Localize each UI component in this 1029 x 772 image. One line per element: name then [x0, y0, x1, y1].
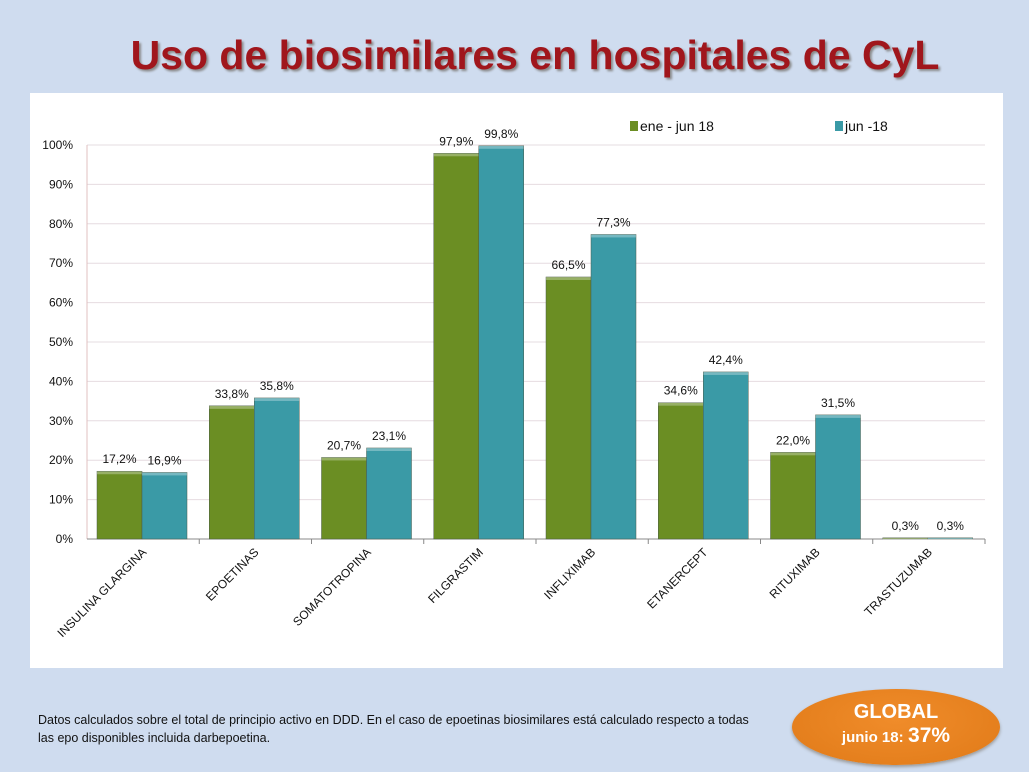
- legend-swatch: [835, 121, 843, 131]
- bar: [366, 447, 412, 540]
- bar: [141, 472, 188, 540]
- bar-highlight: [815, 414, 861, 418]
- data-label: 22,0%: [776, 433, 810, 447]
- y-tick-label: 0%: [56, 532, 74, 546]
- global-value: 37%: [908, 724, 951, 747]
- x-tick-label: FILGRASTIM: [425, 545, 486, 606]
- bar-highlight: [770, 452, 816, 456]
- bar-highlight: [591, 234, 636, 238]
- y-tick-label: 10%: [49, 493, 73, 507]
- data-label: 33,8%: [215, 387, 249, 401]
- y-tick-label: 100%: [42, 138, 73, 152]
- y-tick-label: 50%: [49, 335, 73, 349]
- bar: [254, 397, 300, 540]
- y-tick-label: 40%: [49, 374, 73, 388]
- bar-highlight: [209, 405, 255, 409]
- bar: [703, 371, 749, 540]
- bar-highlight: [658, 402, 704, 406]
- legend-swatch: [630, 121, 638, 131]
- x-tick-label: ETANERCEPT: [644, 545, 711, 612]
- data-label: 35,8%: [260, 379, 294, 393]
- bar-highlight: [927, 537, 973, 541]
- bar: [321, 457, 367, 540]
- y-tick-label: 20%: [49, 453, 73, 467]
- bar-highlight: [546, 276, 591, 280]
- bar-highlight: [321, 457, 367, 461]
- bar: [658, 402, 704, 540]
- bar-highlight: [433, 153, 479, 157]
- x-tick-label: TRASTUZUMAB: [861, 545, 935, 619]
- y-tick-label: 80%: [49, 217, 73, 231]
- data-label: 66,5%: [551, 258, 585, 272]
- bar-highlight: [882, 537, 928, 541]
- data-label: 17,2%: [102, 452, 136, 466]
- page-title: Uso de biosimilares en hospitales de CyL: [130, 32, 940, 78]
- y-tick-label: 90%: [49, 177, 73, 191]
- bar-highlight: [254, 397, 300, 401]
- bar-highlight: [97, 471, 142, 475]
- data-label: 77,3%: [596, 215, 630, 229]
- bar-chart: 0% 10% 20% 30% 40% 50% 60% 70% 80% 90% 100% INSULIN…: [42, 118, 986, 640]
- bar: [96, 470, 143, 540]
- data-label: 99,8%: [484, 127, 518, 141]
- bar: [478, 145, 524, 540]
- bar: [590, 234, 637, 540]
- global-period: junio 18:: [841, 729, 904, 746]
- bar: [770, 452, 816, 540]
- chart-area: 0% 10% 20% 30% 40% 50% 60% 70% 80% 90% 100% INSULIN…: [30, 93, 1003, 668]
- x-tick-label: RITUXIMAB: [767, 545, 823, 601]
- bar: [545, 276, 592, 540]
- y-tick-label: 70%: [49, 256, 73, 270]
- x-tick-label: SOMATOTROPINA: [290, 545, 374, 629]
- bar-highlight: [478, 145, 524, 149]
- x-tick-label: EPOETINAS: [203, 545, 261, 603]
- bar-highlight: [366, 447, 412, 451]
- data-label: 16,9%: [147, 453, 181, 467]
- bar: [927, 537, 973, 540]
- x-tick-label: INFLIXIMAB: [541, 545, 598, 602]
- data-label: 31,5%: [821, 396, 855, 410]
- data-label: 20,7%: [327, 438, 361, 452]
- y-tick-label: 60%: [49, 296, 73, 310]
- data-label: 42,4%: [709, 353, 743, 367]
- bar: [209, 405, 255, 540]
- bar: [433, 153, 479, 540]
- data-label: 97,9%: [439, 134, 473, 148]
- data-label: 23,1%: [372, 429, 406, 443]
- bar: [815, 414, 861, 540]
- bar-highlight: [703, 371, 749, 375]
- y-tick-label: 30%: [49, 414, 73, 428]
- data-label: 0,3%: [937, 519, 965, 533]
- legend-label: ene - jun 18: [640, 118, 714, 134]
- legend-label: jun -18: [844, 118, 888, 134]
- bar-highlight: [142, 472, 187, 476]
- data-label: 0,3%: [892, 519, 920, 533]
- global-badge: GLOBAL junio 18: 37%: [792, 689, 1000, 765]
- footnote: Datos calculados sobre el total de princ…: [38, 713, 749, 745]
- global-label: GLOBAL: [853, 701, 939, 723]
- x-tick-label: INSULINA GLARGINA: [54, 545, 149, 640]
- data-label: 34,6%: [664, 384, 698, 398]
